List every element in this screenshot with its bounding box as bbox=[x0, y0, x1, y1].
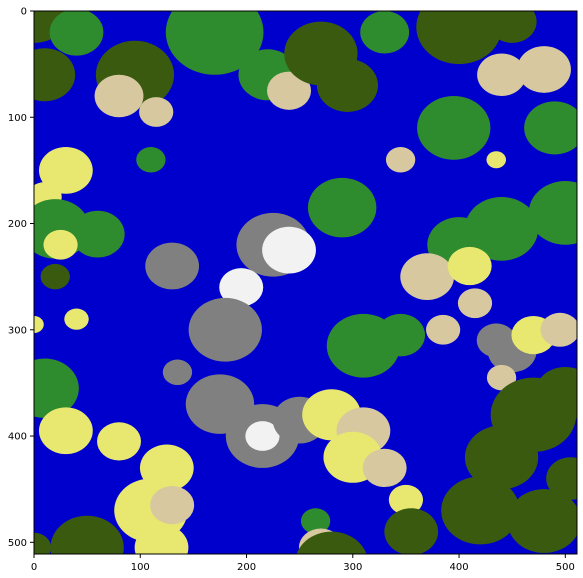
y-axis: 0 100 200 300 400 500 bbox=[8, 7, 34, 549]
y-tick-label: 0 bbox=[21, 7, 27, 18]
terrain-region-beach bbox=[517, 46, 571, 93]
terrain-region-forest bbox=[534, 366, 577, 421]
terrain-region-beach bbox=[267, 71, 312, 110]
terrain-region-beach bbox=[457, 288, 493, 319]
terrain-region-snow bbox=[245, 421, 280, 451]
terrain-region-sand bbox=[486, 151, 507, 169]
plot-frame bbox=[33, 10, 578, 555]
terrain-region-snow bbox=[262, 226, 316, 274]
x-tick-label: 400 bbox=[450, 562, 469, 573]
terrain-region-rock bbox=[162, 359, 193, 386]
y-tick-label: 400 bbox=[8, 432, 27, 443]
terrain-region-forest bbox=[34, 532, 52, 554]
terrain-region-grass bbox=[136, 147, 166, 173]
terrain-region-forest bbox=[384, 508, 439, 554]
terrain-region-snow bbox=[219, 268, 264, 307]
terrain-region-rock bbox=[188, 297, 262, 362]
terrain-region-forest bbox=[40, 263, 70, 290]
terrain-region-beach bbox=[139, 97, 174, 127]
terrain-region-forest bbox=[296, 531, 367, 554]
terrain-region-beach bbox=[362, 448, 407, 488]
terrain-region-grass bbox=[70, 210, 125, 258]
terrain-region-sand bbox=[134, 524, 189, 554]
terrain-region-beach bbox=[426, 314, 461, 345]
terrain-region-beach bbox=[385, 147, 416, 173]
terrain-region-sand bbox=[34, 315, 44, 333]
terrain-region-rock bbox=[145, 242, 200, 290]
terrain-region-sand bbox=[447, 246, 492, 286]
terrain-region-forest bbox=[546, 457, 577, 500]
terrain-region-forest bbox=[316, 58, 379, 112]
terrain-region-beach bbox=[486, 364, 517, 391]
terrain-region-grass bbox=[49, 11, 104, 56]
terrain-region-forest bbox=[487, 11, 537, 43]
y-tick-label: 200 bbox=[8, 219, 27, 230]
terrain-region-grass bbox=[165, 11, 264, 75]
terrain-region-grass bbox=[360, 11, 410, 54]
x-tick-label: 100 bbox=[131, 562, 150, 573]
terrain-region-beach bbox=[400, 253, 455, 301]
terrain-region-sand bbox=[64, 308, 89, 330]
terrain-region-beach bbox=[540, 312, 577, 347]
terrain-region-grass bbox=[34, 358, 79, 418]
terrain-region-forest bbox=[50, 515, 124, 554]
terrain-region-sand bbox=[38, 147, 93, 194]
x-tick-label: 0 bbox=[31, 562, 37, 573]
terrain-region-grass bbox=[307, 177, 377, 238]
terrain-region-forest bbox=[464, 425, 539, 490]
terrain-region-sand bbox=[388, 484, 424, 515]
terrain-region-sand bbox=[43, 229, 78, 260]
terrain-region-forest bbox=[416, 11, 502, 65]
terrain-region-sand bbox=[97, 422, 142, 461]
x-axis: 0 100 200 300 400 500 bbox=[31, 554, 575, 573]
terrain-region-grass bbox=[524, 101, 577, 155]
terrain-region-forest bbox=[34, 48, 76, 102]
x-tick-label: 500 bbox=[556, 562, 575, 573]
y-tick-label: 500 bbox=[8, 538, 27, 549]
terrain-region-beach bbox=[94, 74, 144, 118]
terrain-region-forest bbox=[441, 476, 520, 545]
x-tick-label: 300 bbox=[343, 562, 362, 573]
y-tick-label: 300 bbox=[8, 325, 27, 336]
terrain-region-grass bbox=[300, 508, 331, 534]
terrain-region-grass bbox=[528, 181, 577, 245]
y-tick-label: 100 bbox=[8, 113, 27, 124]
terrain-region-beach bbox=[477, 53, 526, 97]
terrain-region-beach bbox=[150, 485, 195, 525]
terrain-region-forest bbox=[507, 489, 577, 553]
terrain-region-grass bbox=[376, 313, 426, 357]
terrain-region-grass bbox=[464, 196, 539, 261]
x-tick-label: 200 bbox=[237, 562, 256, 573]
terrain-region-grass bbox=[417, 96, 491, 160]
terrain-region-sand bbox=[38, 407, 93, 455]
